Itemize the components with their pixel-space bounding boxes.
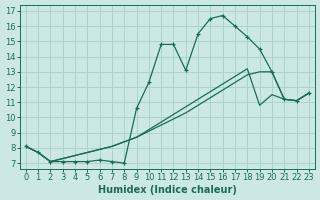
X-axis label: Humidex (Indice chaleur): Humidex (Indice chaleur): [98, 185, 237, 195]
